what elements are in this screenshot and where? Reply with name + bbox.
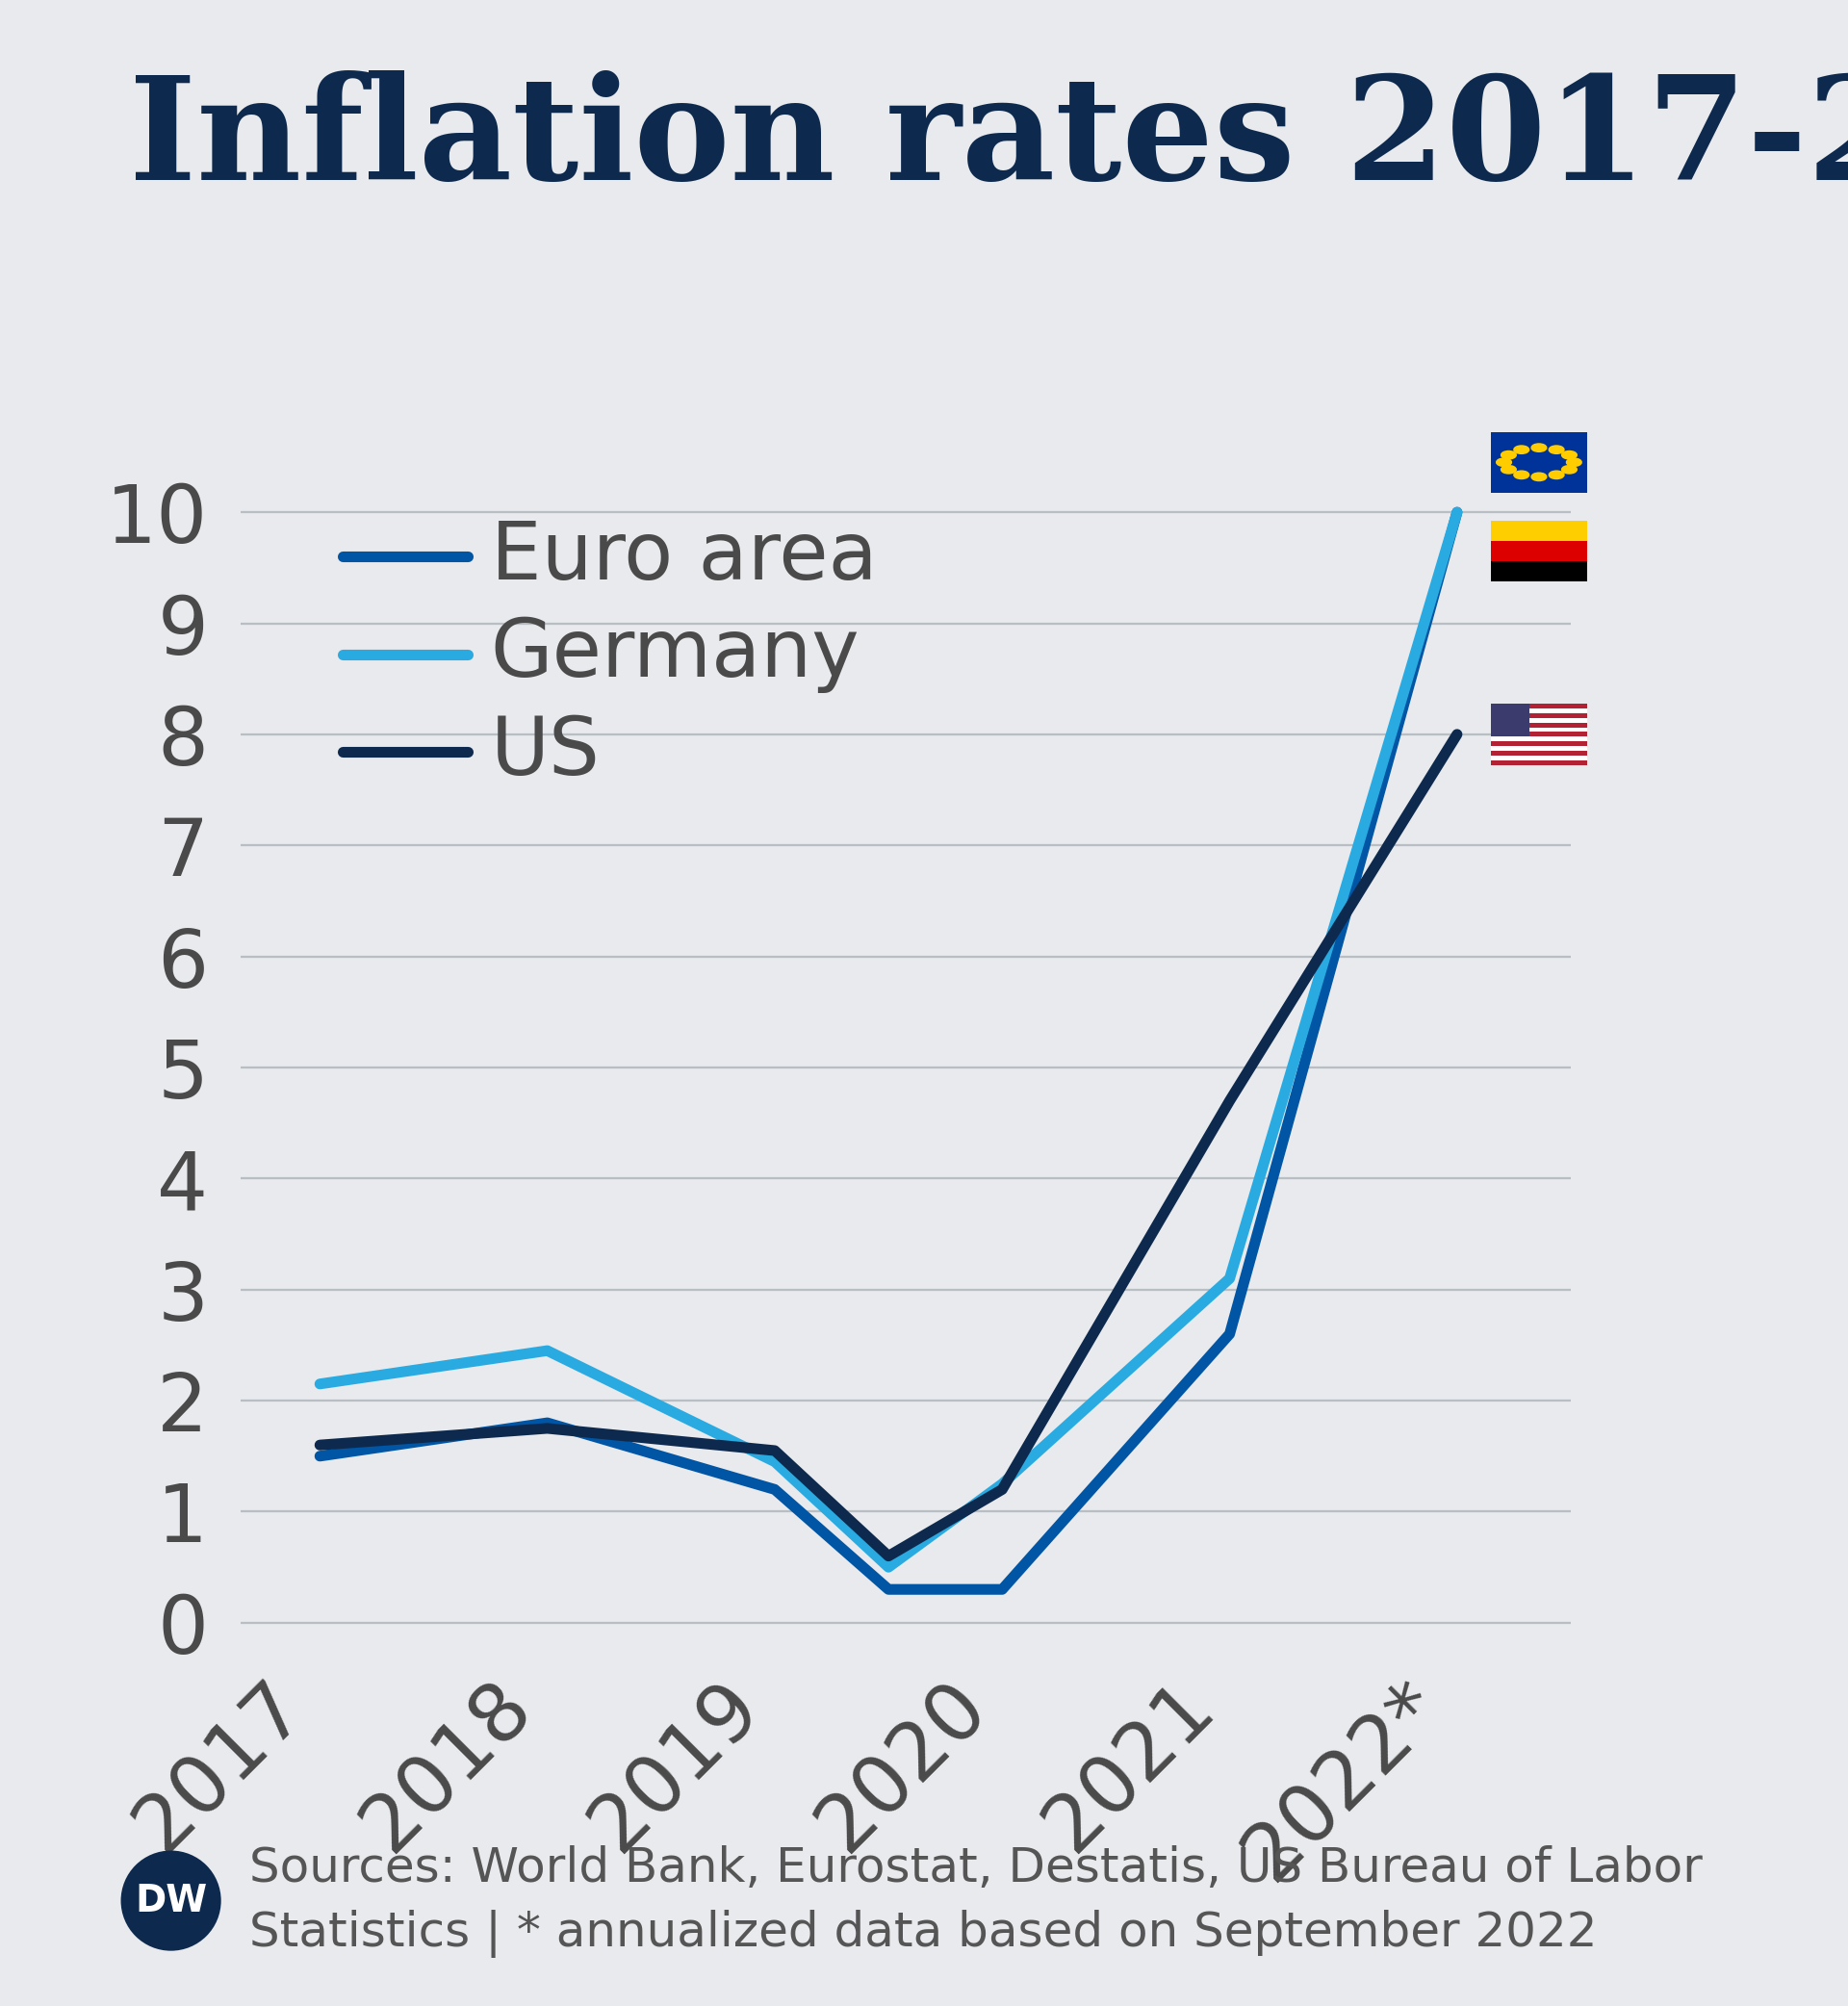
Circle shape — [1502, 451, 1515, 457]
Circle shape — [1502, 465, 1515, 473]
Text: Germany: Germany — [490, 616, 859, 694]
Bar — [1491, 704, 1587, 764]
Bar — [1491, 562, 1587, 582]
FancyBboxPatch shape — [1491, 431, 1587, 493]
Circle shape — [1515, 471, 1528, 477]
Circle shape — [1550, 445, 1563, 453]
Bar — [1491, 756, 1587, 760]
Circle shape — [1550, 471, 1563, 477]
Text: Inflation rates 2017-2022: Inflation rates 2017-2022 — [129, 70, 1848, 211]
Bar — [1491, 736, 1587, 742]
Bar — [1491, 746, 1587, 750]
Circle shape — [1515, 445, 1528, 453]
Text: Euro area: Euro area — [490, 518, 878, 596]
Bar — [1491, 718, 1587, 722]
Circle shape — [1562, 451, 1576, 457]
Circle shape — [1567, 459, 1580, 465]
Text: US: US — [490, 712, 601, 790]
Circle shape — [122, 1852, 220, 1950]
Text: Sources: World Bank, Eurostat, Destatis, US Bureau of Labor
Statistics | * annua: Sources: World Bank, Eurostat, Destatis,… — [249, 1846, 1702, 1958]
Bar — [1491, 542, 1587, 562]
Text: DW: DW — [135, 1882, 207, 1920]
Circle shape — [1562, 465, 1576, 473]
Circle shape — [1532, 473, 1545, 479]
Circle shape — [1532, 445, 1545, 451]
Bar — [1491, 522, 1587, 542]
Bar — [1491, 708, 1587, 714]
Circle shape — [1497, 459, 1512, 465]
Bar — [1491, 728, 1587, 732]
Bar — [1491, 704, 1530, 736]
